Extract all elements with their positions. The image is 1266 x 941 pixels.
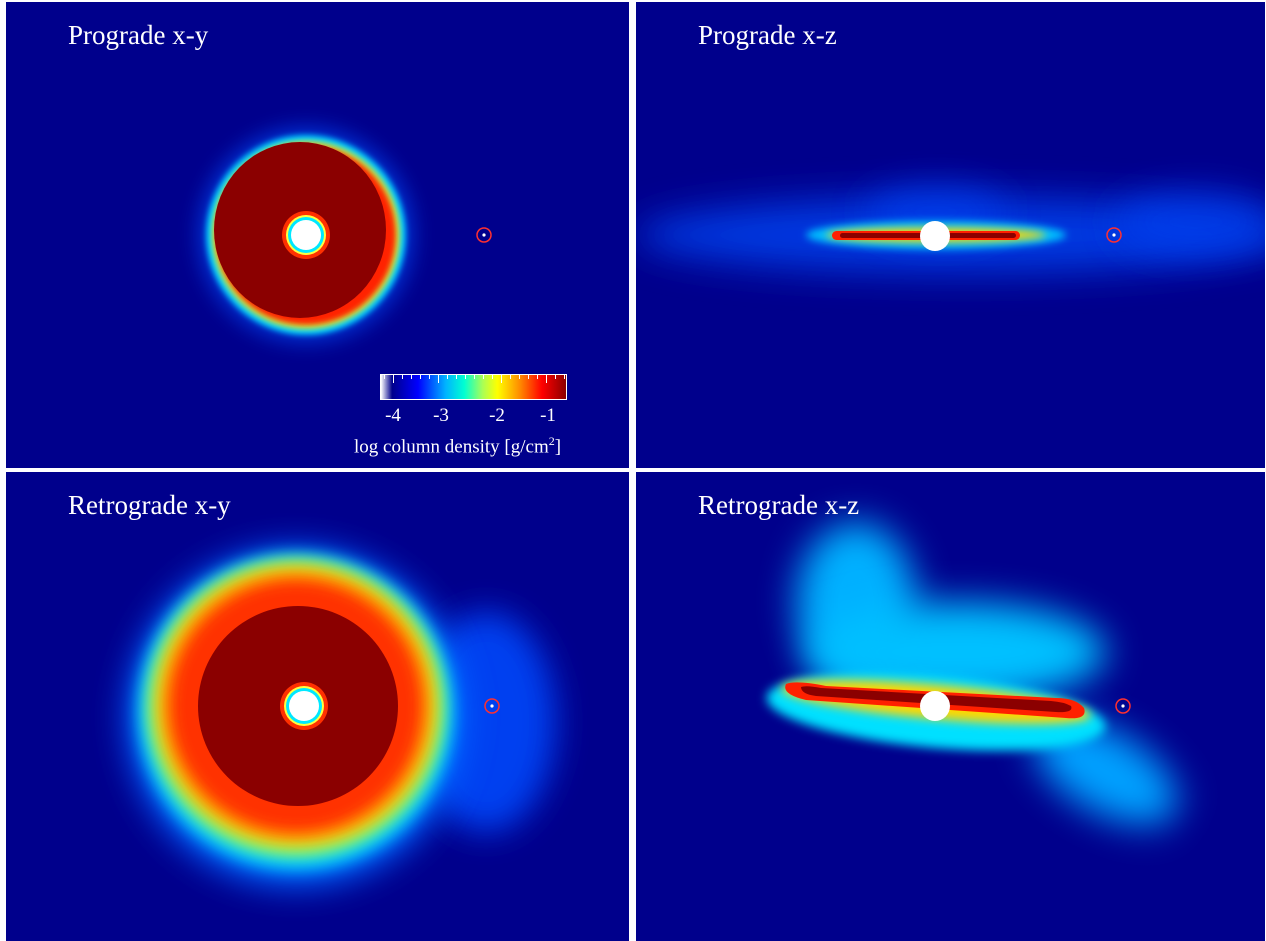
central-star-icon: [920, 221, 950, 251]
colorbar-tick: [420, 374, 421, 379]
colorbar-title: log column density [g/cm2]: [354, 434, 562, 458]
panel-retrograde-xy: Retrograde x-y: [6, 472, 629, 941]
central-star-icon: [920, 691, 950, 721]
central-star-icon: [291, 220, 321, 250]
colorbar-tick: [384, 374, 385, 379]
colorbar-tick-label: -2: [489, 405, 505, 426]
panel-retrograde-xz: Retrograde x-z: [636, 472, 1265, 941]
colorbar-tick: [474, 374, 475, 379]
colorbar-tick: [411, 374, 412, 379]
colorbar-tick-label: -1: [540, 405, 556, 426]
colorbar-tick: [528, 374, 529, 379]
colorbar-tick: [438, 374, 439, 383]
density-map-prograde-xz: [636, 187, 1265, 273]
colorbar-tick: [564, 374, 565, 379]
colorbar: -4 -3 -2 -1 log column density [g/cm2]: [354, 374, 596, 466]
central-star-icon: [289, 691, 319, 721]
colorbar-tick: [510, 374, 511, 379]
colorbar-tick: [465, 374, 466, 379]
companion-icon: [484, 698, 500, 714]
panel-title: Retrograde x-z: [698, 490, 860, 520]
panel-title: Prograde x-z: [698, 20, 837, 50]
colorbar-tick: [429, 374, 430, 379]
companion-icon: [1115, 698, 1131, 714]
colorbar-tick: [519, 374, 520, 379]
colorbar-tick: [483, 374, 484, 379]
panel-title: Prograde x-y: [68, 20, 209, 50]
density-map-retrograde-xy: [126, 547, 556, 887]
companion-icon: [476, 227, 492, 243]
density-map-prograde-xy: [198, 127, 492, 343]
density-map-retrograde-xz: [766, 522, 1179, 825]
colorbar-tick: [492, 374, 493, 379]
colorbar-tick: [537, 374, 538, 379]
colorbar-tick: [393, 374, 394, 383]
colorbar-tick: [555, 374, 556, 379]
colorbar-tick: [402, 374, 403, 379]
colorbar-tick: [546, 374, 547, 383]
panel-prograde-xy: Prograde x-y -4 -3 -2 -1 log column dens…: [6, 2, 629, 468]
colorbar-tick: [456, 374, 457, 379]
panel-prograde-xz: Prograde x-z: [636, 2, 1265, 468]
colorbar-tick-label: -4: [385, 405, 401, 426]
companion-icon: [1106, 227, 1122, 243]
colorbar-tick-label: -3: [433, 405, 449, 426]
colorbar-tick: [501, 374, 502, 383]
panel-title: Retrograde x-y: [68, 490, 231, 520]
colorbar-tick: [447, 374, 448, 379]
